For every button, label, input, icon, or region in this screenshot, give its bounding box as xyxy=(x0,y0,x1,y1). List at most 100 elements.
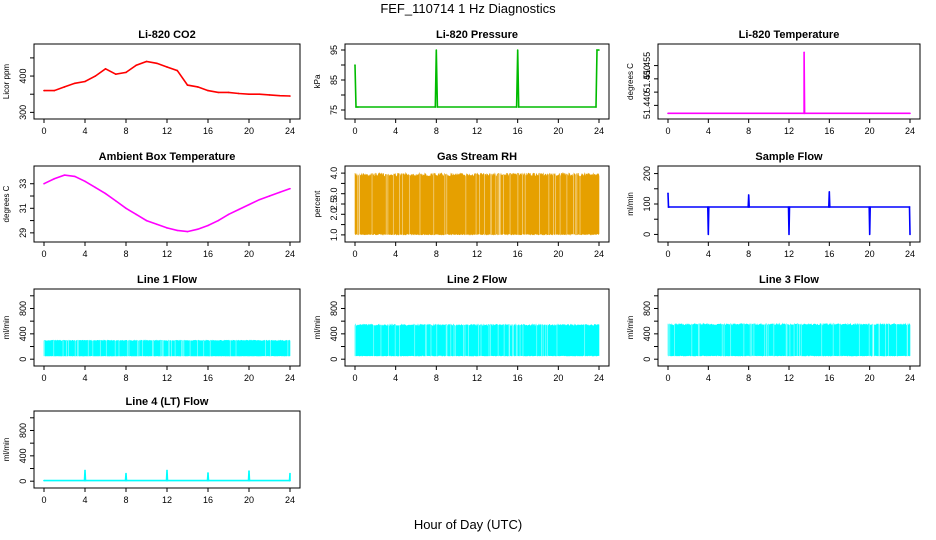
y-tick-label: 95 xyxy=(329,45,339,55)
series-band xyxy=(354,323,600,357)
x-tick-label: 12 xyxy=(472,249,482,259)
x-tick-label: 16 xyxy=(203,495,213,505)
x-tick-label: 0 xyxy=(41,495,46,505)
x-tick-label: 8 xyxy=(434,126,439,136)
y-tick-label: 2.5 xyxy=(329,198,339,211)
data-point xyxy=(357,106,359,108)
data-point xyxy=(289,95,291,97)
data-point xyxy=(135,213,138,216)
data-point xyxy=(909,233,911,236)
data-point xyxy=(828,191,831,193)
data-point xyxy=(268,195,271,197)
data-point xyxy=(217,91,220,94)
data-point xyxy=(145,60,148,63)
y-tick-label: 400 xyxy=(18,448,28,463)
data-point xyxy=(435,49,438,51)
x-tick-label: 20 xyxy=(865,373,875,383)
x-tick-label: 0 xyxy=(352,126,357,136)
data-point xyxy=(237,92,240,95)
data-point xyxy=(289,472,291,475)
plot-frame xyxy=(657,43,921,120)
x-tick-label: 4 xyxy=(706,373,711,383)
panel-title: Line 1 Flow xyxy=(137,274,197,286)
figure-title: FEF_110714 1 Hz Diagnostics xyxy=(380,1,556,16)
y-axis-label: degrees C xyxy=(626,63,635,100)
x-tick-label: 8 xyxy=(746,126,751,136)
plot-frame xyxy=(33,43,301,120)
x-tick-label: 4 xyxy=(82,495,87,505)
data-point xyxy=(176,229,179,232)
x-tick-label: 4 xyxy=(393,126,398,136)
x-tick-label: 12 xyxy=(784,249,794,259)
x-tick-label: 12 xyxy=(162,495,172,505)
data-point xyxy=(217,219,220,222)
x-tick-label: 8 xyxy=(123,495,128,505)
panel-sample-flow: Sample Flow ml/min 0 4 8 12 16 20 24 0 100 200 xyxy=(626,151,921,259)
y-axis-label: kPa xyxy=(313,74,322,88)
data-point xyxy=(53,178,56,180)
y-tick-label: 51.450 xyxy=(642,65,652,93)
x-tick-label: 24 xyxy=(594,373,604,383)
data-point xyxy=(434,106,437,108)
x-tick-label: 16 xyxy=(203,126,213,136)
data-point xyxy=(43,182,45,185)
y-axis-label: ml/min xyxy=(2,438,11,462)
x-tick-label: 16 xyxy=(203,249,213,259)
data-point xyxy=(668,206,670,208)
data-point xyxy=(747,194,750,196)
x-tick-label: 16 xyxy=(824,249,834,259)
data-point xyxy=(227,91,230,94)
x-tick-label: 0 xyxy=(665,126,670,136)
data-point xyxy=(248,470,250,472)
data-point xyxy=(869,206,871,208)
x-tick-label: 8 xyxy=(434,373,439,383)
data-point xyxy=(289,479,291,482)
x-tick-label: 12 xyxy=(162,126,172,136)
series-line xyxy=(44,470,291,482)
data-point xyxy=(186,84,189,86)
series-band xyxy=(354,171,600,236)
y-tick-label: 0 xyxy=(18,357,28,362)
x-tick-label: 16 xyxy=(824,373,834,383)
data-point xyxy=(84,80,86,83)
x-tick-label: 24 xyxy=(905,126,915,136)
y-axis-label: ml/min xyxy=(2,316,11,340)
y-axis-label: ml/min xyxy=(626,316,635,340)
x-tick-label: 20 xyxy=(865,249,875,259)
data-point xyxy=(63,86,66,88)
data-point xyxy=(667,192,669,195)
y-tick-label: 51.440 xyxy=(642,92,652,120)
data-point xyxy=(166,66,168,68)
y-tick-label: 3.0 xyxy=(329,187,339,200)
data-point xyxy=(84,180,86,183)
y-tick-label: 0 xyxy=(18,479,28,484)
data-point xyxy=(268,94,271,96)
x-tick-label: 24 xyxy=(594,249,604,259)
data-point xyxy=(595,106,597,108)
data-point xyxy=(43,479,45,482)
data-point xyxy=(104,192,107,195)
x-tick-label: 4 xyxy=(82,373,87,383)
data-point xyxy=(248,93,250,96)
panel-ambient-box-temperature: Ambient Box Temperature degrees C 0 4 8 12 16 2… xyxy=(2,151,301,259)
data-point xyxy=(196,86,199,88)
y-tick-label: 200 xyxy=(642,166,652,181)
data-point xyxy=(166,469,168,472)
y-tick-label: 100 xyxy=(642,196,652,211)
data-point xyxy=(94,186,97,189)
x-tick-label: 8 xyxy=(746,249,751,259)
data-point xyxy=(596,49,598,51)
data-point xyxy=(908,206,911,208)
x-tick-label: 4 xyxy=(706,249,711,259)
data-point xyxy=(166,227,168,229)
data-point xyxy=(125,71,127,74)
x-tick-label: 8 xyxy=(434,249,439,259)
data-point xyxy=(289,187,291,190)
x-tick-label: 4 xyxy=(82,126,87,136)
y-tick-label: 800 xyxy=(329,301,339,316)
y-tick-label: 4.0 xyxy=(329,167,339,180)
panel-line4-lt-flow: Line 4 (LT) Flow ml/min 0 4 8 12 16 20 24 0 400 800 xyxy=(2,396,301,505)
data-point xyxy=(207,472,209,474)
data-point xyxy=(909,112,911,115)
data-point xyxy=(354,64,356,66)
